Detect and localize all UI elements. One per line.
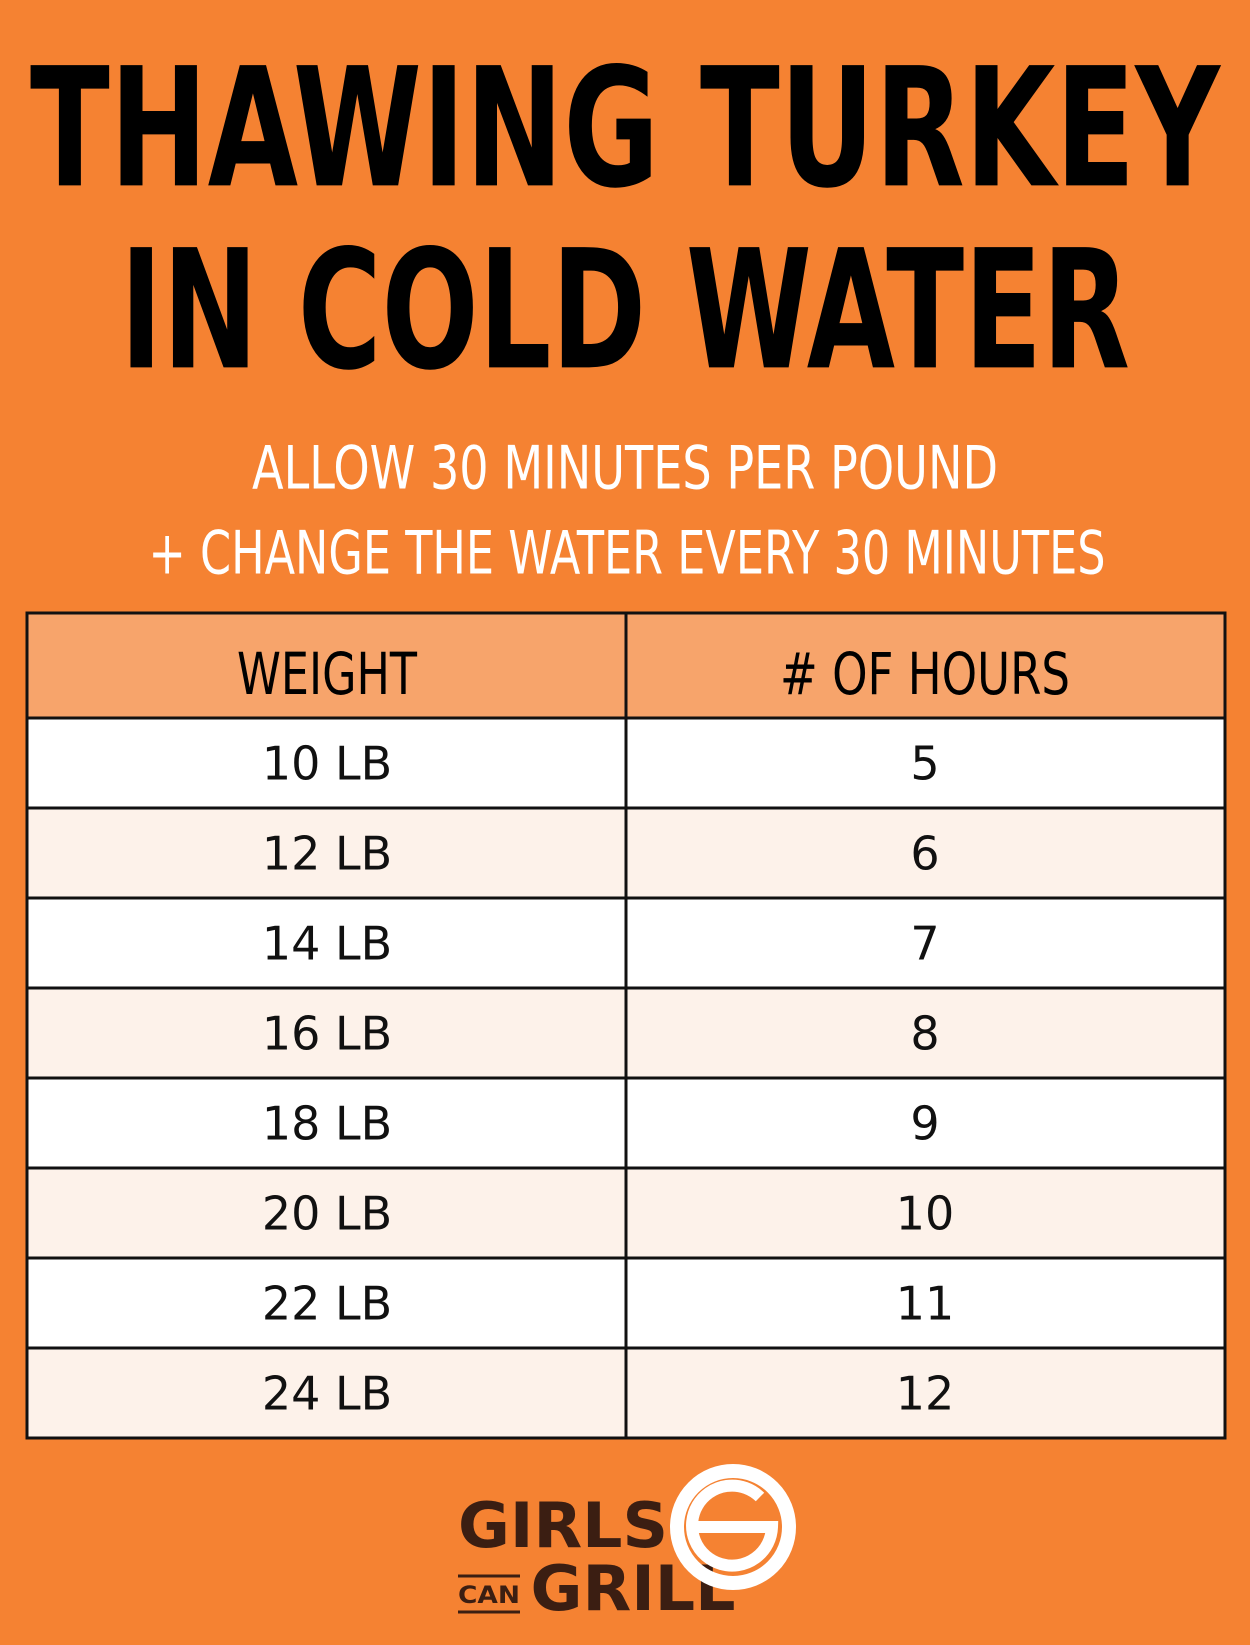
table-cell: 5 (910, 737, 939, 791)
title-line: IN COLD WATER (120, 214, 1130, 406)
column-header: # OF HOURS (780, 640, 1070, 708)
table-cell: 22 LB (262, 1277, 392, 1331)
table-cell: 14 LB (262, 917, 392, 971)
table-cell: 7 (910, 917, 939, 971)
table: WEIGHT # OF HOURS 10 LB 5 12 LB 6 14 LB 7 16 L… (25, 611, 1227, 1440)
logo-small-text: CAN (458, 1581, 520, 1609)
table-cell: 10 (896, 1187, 955, 1241)
logo-text: GIRLS (458, 1489, 668, 1562)
table-cell: 9 (910, 1097, 939, 1151)
table-cell: 20 LB (262, 1187, 392, 1241)
table-cell: 8 (910, 1007, 939, 1061)
logo-g (686, 1479, 779, 1572)
table-cell: 11 (896, 1277, 955, 1331)
subtitle-line: + CHANGE THE WATER EVERY 30 MINUTES (149, 519, 1106, 589)
logo-text: GRILL (531, 1552, 736, 1625)
logo-ring (670, 1464, 796, 1590)
title-line: THAWING TURKEY (30, 32, 1222, 224)
table-cell: 16 LB (262, 1007, 392, 1061)
table-cell: 12 LB (262, 827, 392, 881)
column-header: WEIGHT (237, 640, 417, 708)
subtitle-line: ALLOW 30 MINUTES PER POUND (252, 434, 998, 504)
logo: GIRLS CAN GRILL (458, 1464, 796, 1625)
table-cell: 10 LB (262, 737, 392, 791)
table-cell: 24 LB (262, 1367, 392, 1421)
table-cell: 6 (910, 827, 939, 881)
table-cell: 12 (896, 1367, 955, 1421)
table-cell: 18 LB (262, 1097, 392, 1151)
